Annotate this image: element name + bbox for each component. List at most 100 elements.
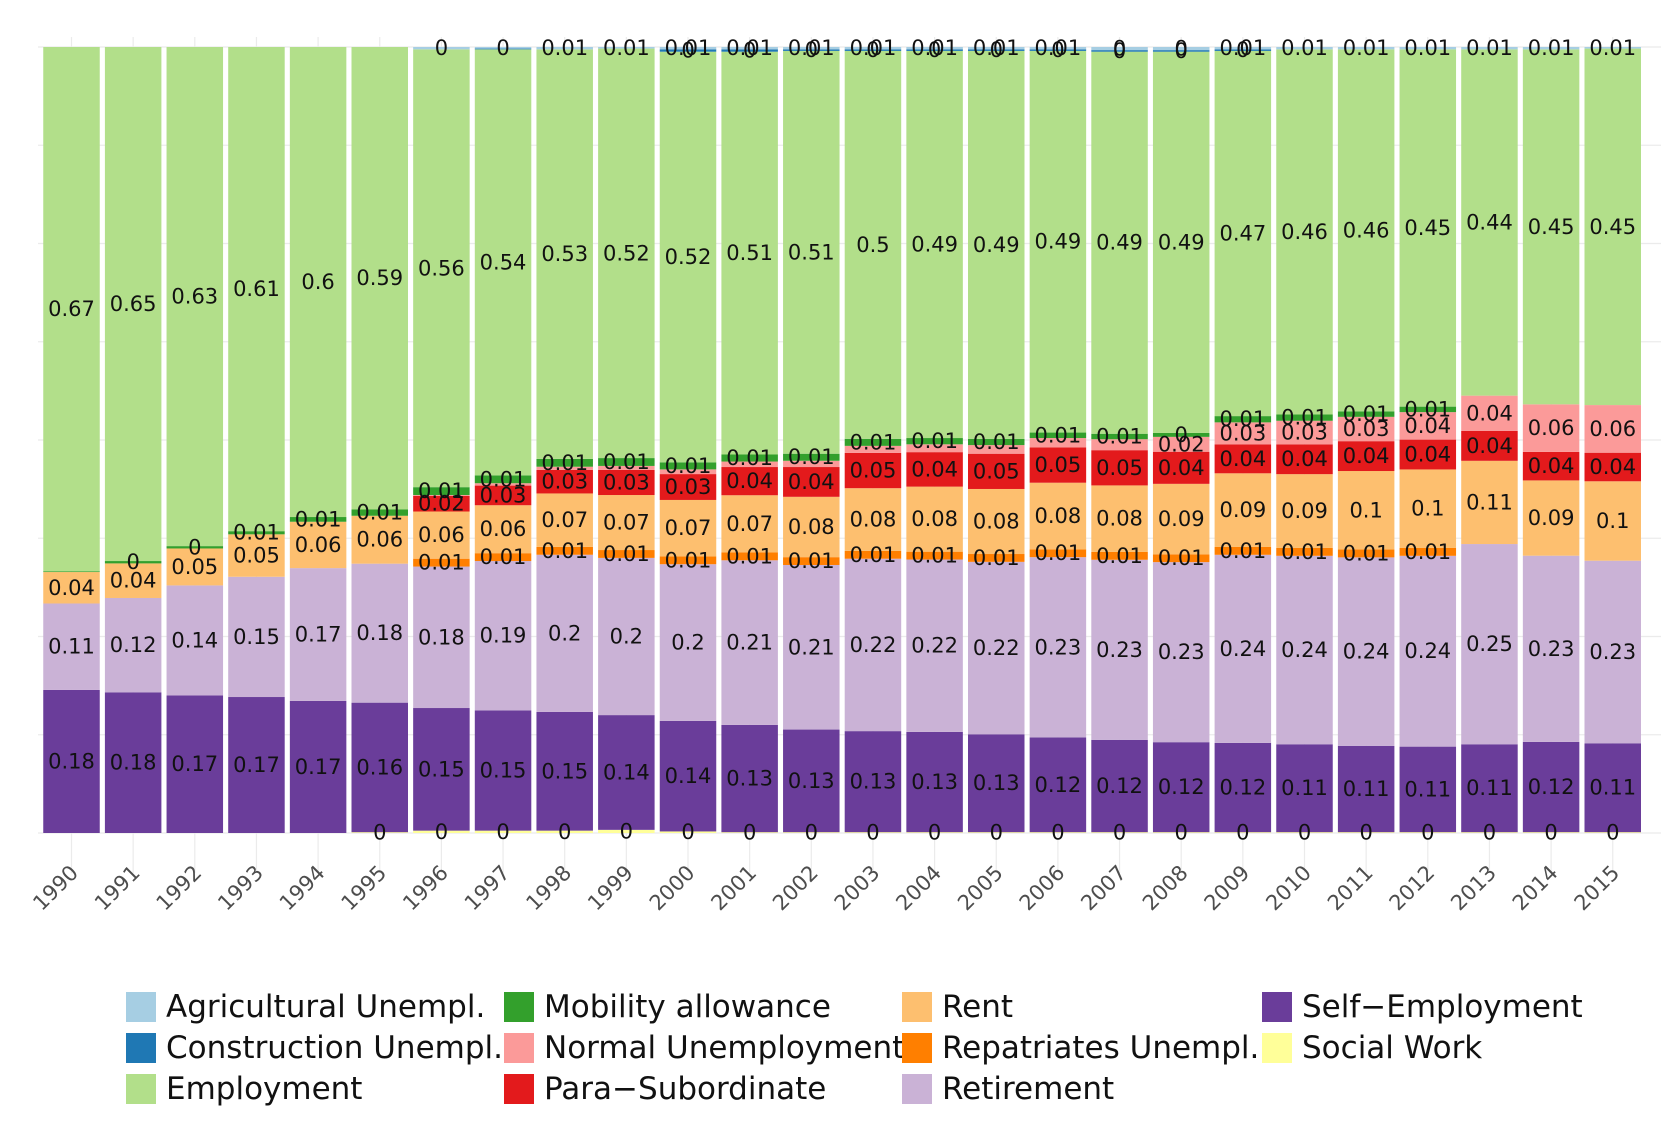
bar-segment-self-employment-1996 [413, 708, 470, 831]
legend-swatch [902, 1033, 932, 1063]
bar-segment-mobility-allowance-2007 [1091, 433, 1148, 440]
data-label-self-employment-1998: 0.15 [541, 759, 588, 783]
data-label-employment-2008: 0.49 [1158, 230, 1205, 254]
data-label-self-employment-2014: 0.12 [1528, 775, 1575, 799]
bar-segment-normal-unemployment-2015 [1584, 405, 1641, 453]
data-label-employment-1992: 0.63 [171, 285, 218, 309]
bar-segment-agricultural-unempl-2013 [1461, 47, 1518, 50]
data-label-self-employment-1996: 0.15 [418, 757, 465, 781]
bar-segment-rent-2008 [1152, 483, 1210, 555]
bar-segment-normal-unemployment-2006 [1029, 438, 1087, 448]
bar-segment-retirement-2001 [721, 560, 778, 725]
bar-segment-para-subordinate-2002 [783, 467, 840, 497]
data-label-self-employment-2013: 0.11 [1466, 776, 1513, 800]
bar-segment-self-employment-1990 [43, 689, 100, 833]
data-label-agricultural-unempl-1997: 0 [496, 36, 509, 60]
data-label-self-employment-2004: 0.13 [911, 770, 958, 794]
bar-segment-social-work-1997 [474, 830, 532, 833]
bar-segment-self-employment-2011 [1337, 745, 1395, 833]
data-label-rent-2015: 0.1 [1596, 509, 1629, 533]
data-label-rent-2002: 0.08 [788, 515, 835, 539]
data-label-rent-2004: 0.08 [911, 507, 958, 531]
data-label-repatriates-unempl-2012: 0.01 [1404, 540, 1451, 564]
bar-segment-para-subordinate-1999 [598, 469, 655, 496]
data-label-agricultural-unempl-2008: 0 [1175, 37, 1188, 61]
data-label-employment-1991: 0.65 [110, 292, 157, 316]
bar-segment-self-employment-2010 [1276, 744, 1333, 833]
bar-segment-para-subordinate-2014 [1522, 451, 1580, 481]
data-label-agricultural-unempl-2003: 0.01 [850, 36, 897, 60]
bar-segment-employment-1994 [289, 47, 347, 518]
data-label-mobility-allowance-2003: 0.01 [850, 430, 897, 454]
data-label-employment-2014: 0.45 [1528, 215, 1575, 239]
data-label-employment-1999: 0.52 [603, 241, 650, 265]
bar-segment-repatriates-unempl-2007 [1091, 551, 1148, 560]
bar-segment-retirement-2006 [1029, 557, 1087, 738]
bar-segment-normal-unemployment-2004 [906, 444, 963, 453]
bar-segment-employment-1995 [351, 47, 408, 510]
x-tick-label-2011: 2011 [1323, 861, 1378, 916]
bar-segment-social-work-2013 [1461, 832, 1518, 833]
bar-segment-retirement-1996 [413, 566, 470, 709]
bar-segment-rent-1991 [104, 563, 162, 598]
data-label-rent-1993: 0.05 [233, 544, 280, 568]
data-label-social-work-2011: 0 [1359, 821, 1372, 845]
bar-segment-normal-unemployment-2010 [1276, 420, 1333, 445]
data-label-social-work-2006: 0 [1051, 821, 1064, 845]
bar-segment-rent-2015 [1584, 481, 1641, 561]
data-label-retirement-2011: 0.24 [1343, 640, 1390, 664]
bar-segment-construction-unempl-2007 [1091, 50, 1148, 52]
legend-label: Construction Unempl. [166, 1030, 503, 1066]
data-label-agricultural-unempl-1996: 0 [435, 36, 448, 60]
data-label-normal-unemployment-2011: 0.03 [1343, 417, 1390, 441]
bar-segment-employment-2013 [1461, 49, 1518, 396]
data-label-para-subordinate-2000: 0.03 [665, 475, 712, 499]
data-label-agricultural-unempl-2014: 0.01 [1528, 36, 1575, 60]
legend: Agricultural Unempl. Construction Unempl.… [126, 989, 1583, 1107]
bar-segment-repatriates-unempl-2012 [1399, 547, 1457, 556]
data-label-construction-unempl-2009: 0 [1236, 38, 1249, 62]
bar-segment-normal-unemployment-2000 [659, 469, 717, 475]
data-label-employment-2015: 0.45 [1589, 215, 1636, 239]
bar-segment-mobility-allowance-1991 [104, 561, 162, 564]
data-label-construction-unempl-2006: 0 [1051, 38, 1064, 62]
data-label-retirement-1991: 0.12 [110, 633, 157, 657]
data-label-rent-2003: 0.08 [850, 508, 897, 532]
bar-segment-retirement-1998 [536, 554, 593, 712]
data-label-mobility-allowance-1991: 0 [126, 550, 139, 574]
bar-segment-self-employment-2004 [906, 731, 963, 833]
data-label-retirement-1993: 0.15 [233, 625, 280, 649]
bar-segment-social-work-2006 [1029, 832, 1087, 833]
data-label-mobility-allowance-2001: 0.01 [726, 446, 773, 470]
data-label-social-work-2004: 0 [928, 821, 941, 845]
data-label-social-work-2013: 0 [1483, 821, 1496, 845]
data-label-self-employment-2015: 0.11 [1589, 776, 1636, 800]
bar-segment-repatriates-unempl-1999 [598, 550, 655, 558]
data-label-repatriates-unempl-2001: 0.01 [726, 544, 773, 568]
data-label-rent-2006: 0.08 [1035, 504, 1082, 528]
bar-segment-retirement-1999 [598, 557, 655, 716]
bar-segment-agricultural-unempl-2007 [1091, 47, 1148, 51]
data-label-rent-2000: 0.07 [665, 516, 712, 540]
data-label-self-employment-2002: 0.13 [788, 769, 835, 793]
bar-segment-mobility-allowance-1998 [536, 458, 593, 467]
data-label-self-employment-2003: 0.13 [850, 770, 897, 794]
data-label-rent-1999: 0.07 [603, 511, 650, 535]
bar-segment-retirement-2012 [1399, 555, 1457, 747]
data-label-para-subordinate-1999: 0.03 [603, 470, 650, 494]
x-tick-label-2001: 2001 [706, 861, 761, 916]
data-label-agricultural-unempl-2006: 0.01 [1035, 36, 1082, 60]
data-label-repatriates-unempl-1996: 0.01 [418, 551, 465, 575]
bar-segment-employment-1992 [166, 47, 224, 547]
data-label-rent-1994: 0.06 [295, 533, 342, 557]
bar-segment-social-work-2000 [659, 831, 717, 833]
bar-segment-rent-2005 [968, 488, 1025, 555]
data-label-retirement-2003: 0.22 [850, 633, 897, 657]
bar-segment-employment-2001 [721, 51, 778, 455]
bar-segment-employment-1990 [43, 47, 100, 572]
bar-segment-rent-1992 [166, 548, 224, 586]
data-label-normal-unemployment-2013: 0.04 [1466, 401, 1513, 425]
bar-segment-para-subordinate-2008 [1152, 451, 1210, 484]
data-label-rent-1998: 0.07 [541, 508, 588, 532]
